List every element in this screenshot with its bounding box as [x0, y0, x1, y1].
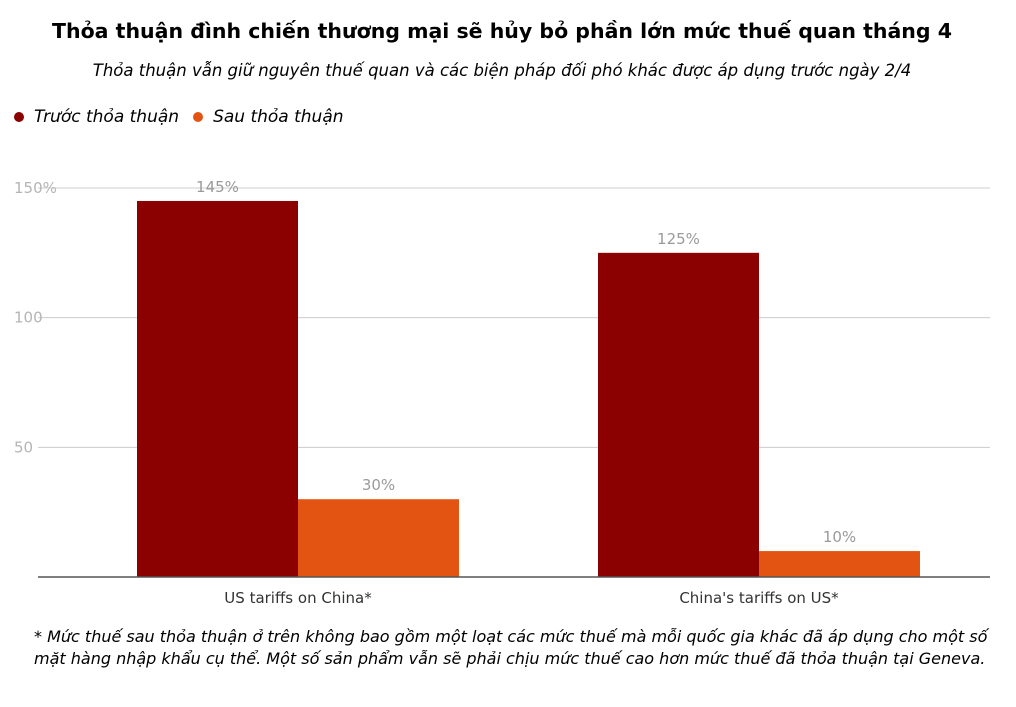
legend-dot-after — [193, 112, 204, 122]
data-label: 30% — [362, 476, 395, 494]
legend: Trước thỏa thuận Sau thỏa thuận — [14, 107, 358, 127]
bar-after — [298, 499, 459, 577]
legend-dot-before — [14, 112, 24, 122]
x-tick-label: US tariffs on China* — [224, 589, 372, 607]
bar-before — [598, 252, 759, 578]
data-label: 125% — [657, 230, 700, 248]
y-tick-label: 50 — [14, 438, 33, 456]
chart-title: Thỏa thuận đình chiến thương mại sẽ hủy … — [52, 19, 952, 43]
chart-subtitle: Thỏa thuận vẫn giữ nguyên thuế quan và c… — [92, 61, 912, 80]
data-label: 10% — [823, 528, 856, 546]
x-tick-label: China's tariffs on US* — [679, 589, 839, 607]
footnote: * Mức thuế sau thỏa thuận ở trên không b… — [34, 627, 988, 668]
bar-before — [137, 200, 298, 577]
bar-after — [759, 551, 920, 577]
legend-item-after: Sau thỏa thuận — [193, 107, 344, 127]
legend-label-before: Trước thỏa thuận — [34, 107, 180, 127]
legend-item-before: Trước thỏa thuận — [14, 107, 179, 127]
legend-label-after: Sau thỏa thuận — [213, 107, 344, 127]
data-label: 145% — [196, 178, 239, 196]
y-tick-label: 150% — [14, 179, 57, 197]
y-tick-label: 100 — [14, 309, 43, 327]
